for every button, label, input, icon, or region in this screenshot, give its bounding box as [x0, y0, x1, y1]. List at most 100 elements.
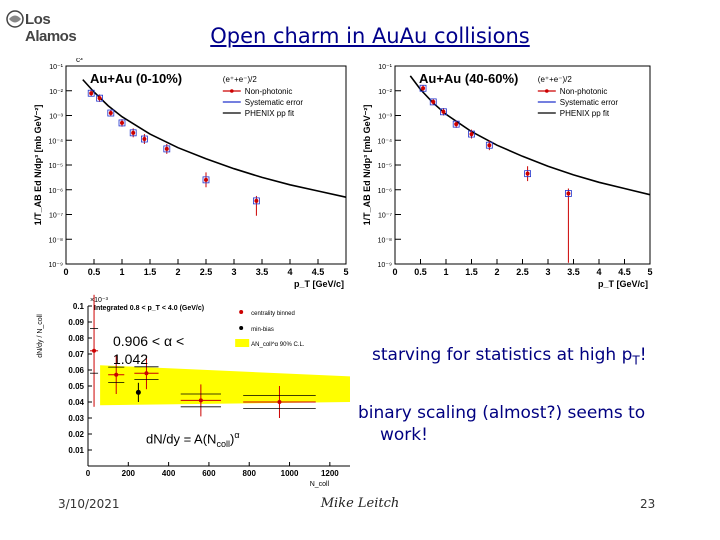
y-tick-label: 0.02: [68, 430, 84, 439]
legend-entry: Systematic error: [560, 98, 619, 107]
legend-entry: Non-photonic: [560, 87, 608, 96]
syst-box: [252, 197, 260, 205]
x-axis-label: p_T [GeV/c]: [598, 279, 648, 289]
legend-entry: PHENIX pp fit: [560, 109, 610, 118]
fit-curve: [82, 79, 347, 198]
x-tick-label: 0.5: [88, 267, 101, 277]
y-tick-label: 10⁻²: [378, 89, 392, 96]
x-tick-label: 4.5: [618, 267, 631, 277]
syst-box: [524, 170, 532, 178]
alpha-range-line1: 0.906 < α <: [113, 333, 185, 349]
y-tick-label: 10⁻⁷: [49, 213, 63, 220]
x-tick-label: 2: [175, 267, 180, 277]
legend-marker: [230, 89, 234, 93]
legend-header: (e⁺+e⁻)/2: [538, 75, 573, 84]
fit-formula-sup: α: [234, 430, 240, 440]
legend-marker-minbias: [239, 326, 244, 330]
x-tick-label: 2: [494, 267, 499, 277]
x-tick-label: 0: [86, 469, 91, 478]
data-point: [431, 99, 436, 104]
legend-marker: [545, 89, 549, 93]
syst-box: [440, 108, 447, 116]
y-axis-label: dN/dy / N_coll: [37, 314, 44, 358]
footer-page-number: 23: [640, 497, 656, 511]
chart-title: Au+Au (40-60%): [419, 71, 518, 86]
y-tick-label: 10⁻⁶: [49, 188, 63, 195]
y-axis-label: 1/T_AB Ed N/dp³ [mb GeV⁻²]: [362, 105, 372, 226]
syst-box: [118, 119, 126, 127]
data-point: [108, 111, 113, 116]
syst-box: [485, 141, 493, 149]
data-point: [89, 91, 94, 96]
y-tick-label: 10⁻⁶: [378, 188, 392, 195]
data-point: [254, 198, 259, 203]
y-tick-label: 10⁻⁵: [378, 163, 392, 170]
data-point: [164, 146, 169, 151]
note-scaling-line1: binary scaling (almost?) seems to: [358, 403, 646, 423]
x-tick-label: 3: [545, 267, 550, 277]
y-tick-label: 0.1: [73, 302, 85, 311]
data-point: [131, 130, 136, 135]
x-tick-label: 5: [647, 267, 652, 277]
y-tick-label: 10⁻⁹: [378, 262, 392, 269]
y-tick-label: 10⁻⁷: [378, 213, 392, 220]
syst-box: [202, 176, 210, 184]
x-axis-label: N_coll: [310, 481, 330, 488]
y-tick-label: 10⁻⁸: [378, 237, 392, 244]
plot-frame: [394, 65, 651, 265]
fit-formula-sub: coll: [216, 438, 230, 449]
syst-box: [429, 98, 437, 106]
note-scaling-line2: work!: [380, 425, 428, 445]
x-tick-label: 3.5: [567, 267, 580, 277]
note-binary-scaling: binary scaling (almost?) seems to work!: [358, 402, 688, 446]
fit-curve: [409, 75, 651, 196]
syst-box: [141, 135, 148, 143]
data-point: [277, 400, 282, 404]
syst-box: [163, 145, 171, 153]
syst-box: [468, 130, 475, 138]
note-stats-sub: T: [632, 353, 640, 368]
data-point-minbias: [135, 389, 141, 395]
legend-entry: centrality binned: [251, 311, 295, 317]
syst-box: [452, 120, 460, 128]
slide-title: Open charm in AuAu collisions: [210, 24, 530, 48]
y-tick-label: 0.06: [68, 366, 84, 375]
plot-frame: [65, 65, 347, 265]
syst-box: [129, 129, 137, 137]
x-tick-label: 3: [231, 267, 236, 277]
x-tick-label: 1: [119, 267, 124, 277]
y-tick-label: 0.01: [68, 446, 84, 455]
x-axis-label: p_T [GeV/c]: [294, 279, 344, 289]
y-axis-label: 1/T_AB Ed N/dp³ [mb GeV⁻²]: [33, 105, 43, 226]
y-tick-label: 0.07: [68, 350, 84, 359]
alpha-range-line2: 1.042: [113, 351, 149, 367]
spectrum-chart-central: 0 0.5 1 1.5 2 2.5 3 3.5 4 4.5 5 10⁻⁹ 10⁻⁸ 10⁻⁷ 10⁻⁶ 10⁻…: [33, 58, 349, 289]
data-point: [120, 120, 124, 125]
footer-date: 3/10/2021: [58, 497, 120, 511]
legend-header: (e⁺+e⁻)/2: [223, 75, 258, 84]
data-point: [469, 132, 474, 137]
data-point: [97, 96, 102, 101]
legend-entry: Systematic error: [245, 98, 304, 107]
ncoll-scaling-chart: 0 200 400 600 800 1000 1200 0.01 0.02 0.03 0.04 0.0…: [37, 294, 350, 488]
y-tick-label: 10⁻⁴: [378, 138, 393, 145]
x-tick-label: 0.5: [414, 267, 427, 277]
x-tick-label: 4: [287, 267, 292, 277]
legend-entry: min-bias: [251, 327, 274, 333]
x-tick-label: 0: [63, 267, 68, 277]
legend-header: Integrated 0.8 < p_T < 4.0 (GeV/c): [94, 305, 204, 312]
y-tick-label: 10⁻⁹: [49, 262, 63, 269]
x-tick-label: 1.5: [144, 267, 157, 277]
legend-entry: AN_coll^α 90% C.L.: [251, 342, 305, 348]
data-point: [487, 143, 492, 148]
x-tick-label: 400: [162, 469, 176, 478]
x-tick-label: 2.5: [516, 267, 529, 277]
x-tick-label: 3.5: [256, 267, 269, 277]
x-tick-label: 2.5: [200, 267, 213, 277]
y-tick-label: 0.03: [68, 414, 84, 423]
y-tick-label: 10⁻¹: [378, 64, 392, 71]
y-tick-label: 10⁻⁵: [49, 163, 63, 170]
note-stats-suffix: !: [639, 345, 647, 365]
legend-entry: PHENIX pp fit: [245, 109, 295, 118]
y-tick-label: 0.04: [68, 398, 84, 407]
